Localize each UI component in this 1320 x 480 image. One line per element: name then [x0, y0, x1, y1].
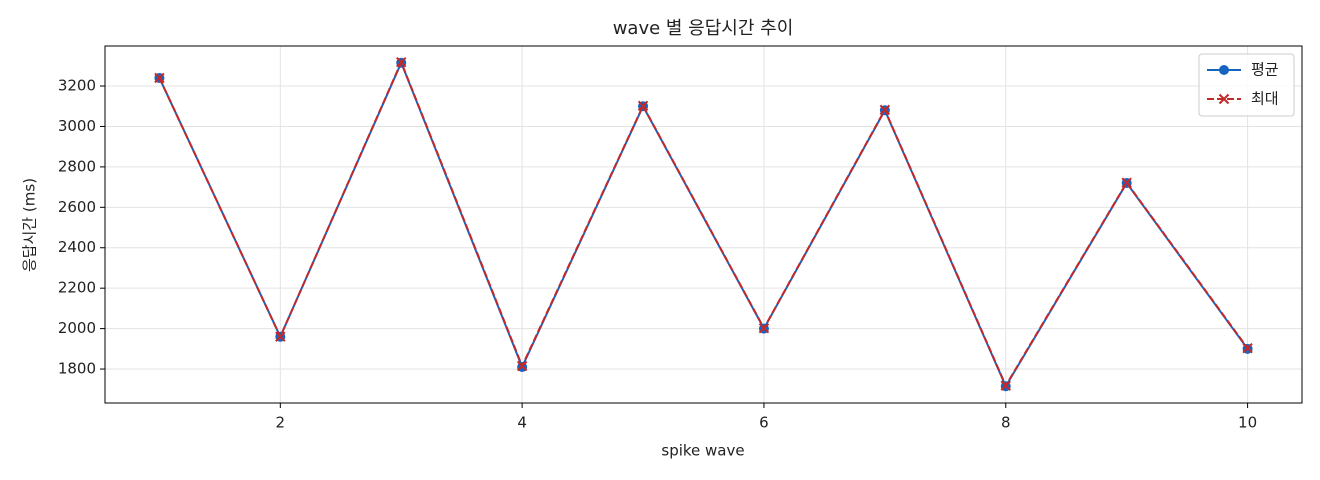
marker: [879, 104, 891, 116]
marker: [154, 72, 165, 84]
legend-label: 평균: [1251, 61, 1279, 79]
y-tick-label: 2200: [58, 279, 96, 297]
x-axis-label: spike wave: [661, 442, 744, 460]
legend-label: 최대: [1251, 90, 1279, 108]
y-tick-label: 2600: [58, 198, 96, 216]
x-tick-label: 2: [276, 414, 286, 432]
legend-box: [1198, 53, 1295, 117]
y-tick-label: 2400: [58, 238, 96, 256]
y-tick-label: 1800: [58, 360, 96, 378]
marker: [275, 331, 286, 342]
x-tick-label: 8: [1001, 414, 1011, 432]
x-tick-label: 6: [759, 414, 769, 432]
marker: [516, 360, 528, 372]
marker: [1000, 380, 1011, 391]
x-tick-label: 4: [517, 414, 527, 432]
marker: [758, 322, 770, 334]
y-axis-label: 응답시간 (ms): [21, 178, 39, 272]
y-tick-label: 2000: [58, 319, 96, 337]
marker: [1121, 177, 1132, 188]
legend-marker: [1218, 93, 1230, 105]
marker: [637, 100, 649, 112]
line: [158, 59, 1249, 388]
line: [158, 60, 1249, 389]
chart-title: wave 별 응답시간 추이: [613, 18, 794, 39]
marker: [396, 56, 407, 68]
y-tick-label: 2800: [58, 157, 96, 175]
y-tick-label: 3200: [58, 77, 96, 95]
y-tick-label: 3000: [58, 117, 96, 135]
marker: [1242, 343, 1253, 354]
plot-frame: [104, 45, 1303, 404]
legend-marker: [1219, 65, 1229, 75]
x-tick-label: 10: [1238, 414, 1257, 432]
